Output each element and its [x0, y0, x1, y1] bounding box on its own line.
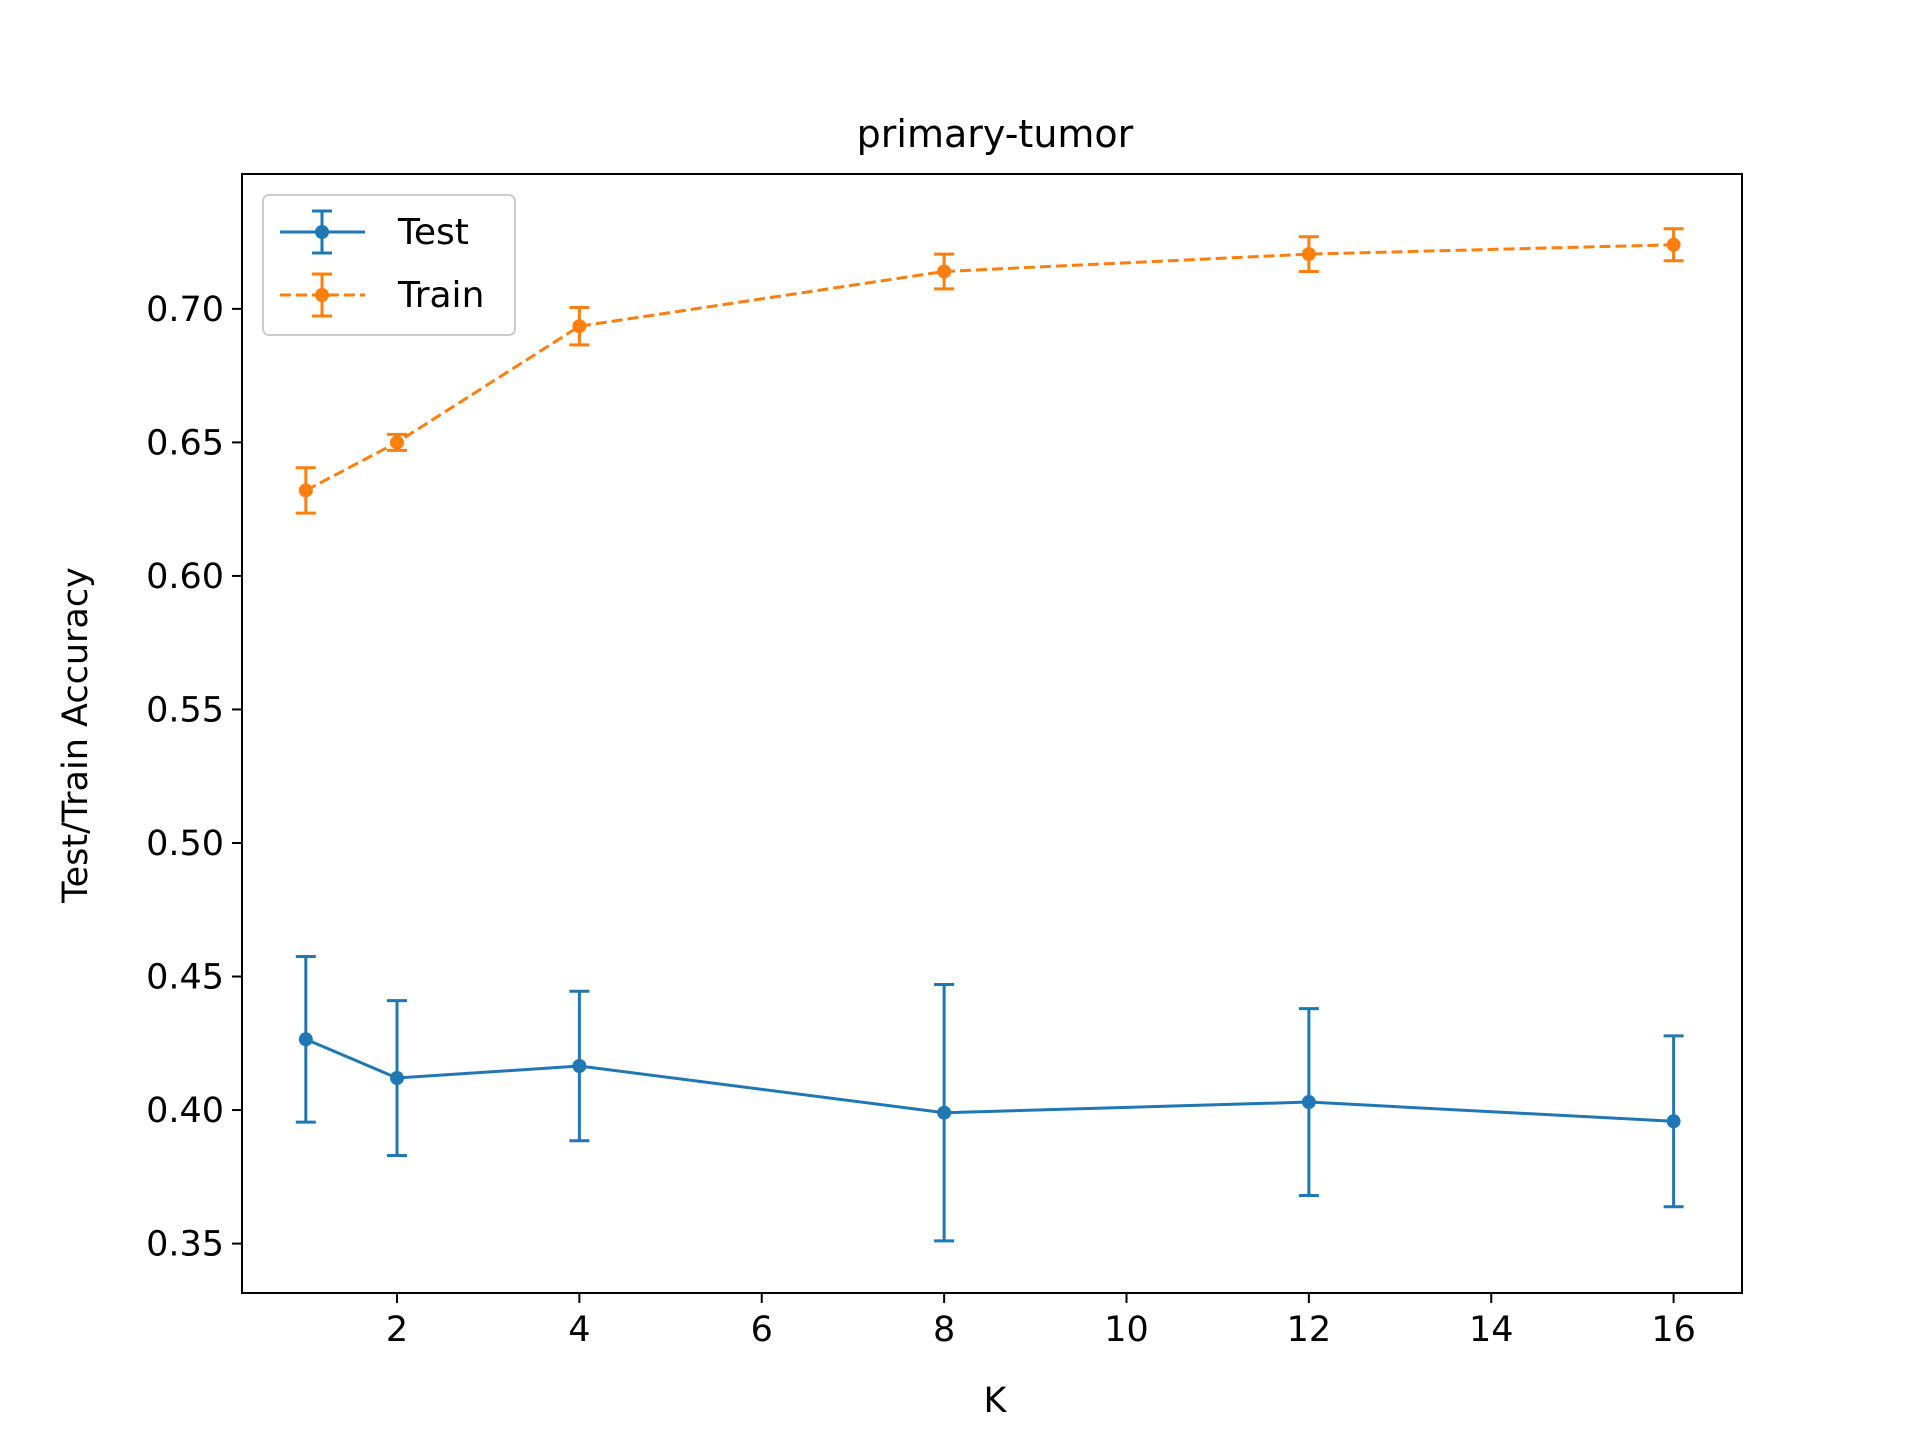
- plot-frame: [241, 173, 1743, 1294]
- legend-entry-test: Test: [280, 209, 469, 255]
- y-tick-label: 0.40: [146, 1091, 224, 1131]
- data-point-test: [1666, 1114, 1681, 1129]
- legend: Test Train: [262, 194, 516, 336]
- x-tick-label: 8: [933, 1310, 955, 1350]
- data-point-train: [1666, 237, 1681, 252]
- y-tick-label: 0.45: [146, 958, 224, 998]
- y-tick-label: 0.50: [146, 824, 224, 864]
- x-tick-label: 6: [751, 1310, 773, 1350]
- data-point-train: [390, 435, 405, 450]
- y-axis-label: Test/Train Accuracy: [56, 567, 96, 904]
- series-train: [295, 227, 1684, 515]
- y-tick-label: 0.60: [146, 557, 224, 597]
- x-tick-label: 10: [1104, 1310, 1149, 1350]
- x-tick-label: 4: [568, 1310, 590, 1350]
- data-point-test: [1301, 1095, 1316, 1110]
- y-tick-label: 0.35: [146, 1225, 224, 1265]
- series-test: [295, 954, 1684, 1243]
- plot-area: 2 4 6 8 10 12 14 16 0.35 0.40 0.45 0.50 0.55 0.60 0.65…: [146, 173, 1743, 1350]
- data-point-train: [572, 319, 587, 334]
- chart-title: primary-tumor: [857, 112, 1134, 156]
- x-tick-label: 12: [1287, 1310, 1332, 1350]
- data-point-test: [937, 1105, 952, 1120]
- series-line-train: [305, 243, 1674, 492]
- data-point-train: [298, 483, 313, 498]
- y-tick-label: 0.55: [146, 690, 224, 730]
- x-tick-label: 16: [1651, 1310, 1696, 1350]
- data-point-train: [937, 264, 952, 279]
- legend-marker-test: [315, 225, 329, 239]
- data-point-test: [298, 1032, 313, 1047]
- legend-marker-train: [315, 288, 329, 302]
- x-tick-label: 2: [386, 1310, 408, 1350]
- legend-entry-train: Train: [280, 272, 484, 318]
- data-point-train: [1301, 247, 1316, 262]
- x-tick-label: 14: [1469, 1310, 1514, 1350]
- y-tick-label: 0.70: [146, 290, 224, 330]
- data-point-test: [390, 1071, 405, 1086]
- x-axis-label: K: [984, 1381, 1008, 1421]
- legend-label-test: Test: [397, 212, 469, 253]
- legend-label-train: Train: [397, 275, 484, 316]
- series-line-test: [305, 1037, 1674, 1123]
- data-point-test: [572, 1058, 587, 1073]
- y-tick-label: 0.65: [146, 423, 224, 463]
